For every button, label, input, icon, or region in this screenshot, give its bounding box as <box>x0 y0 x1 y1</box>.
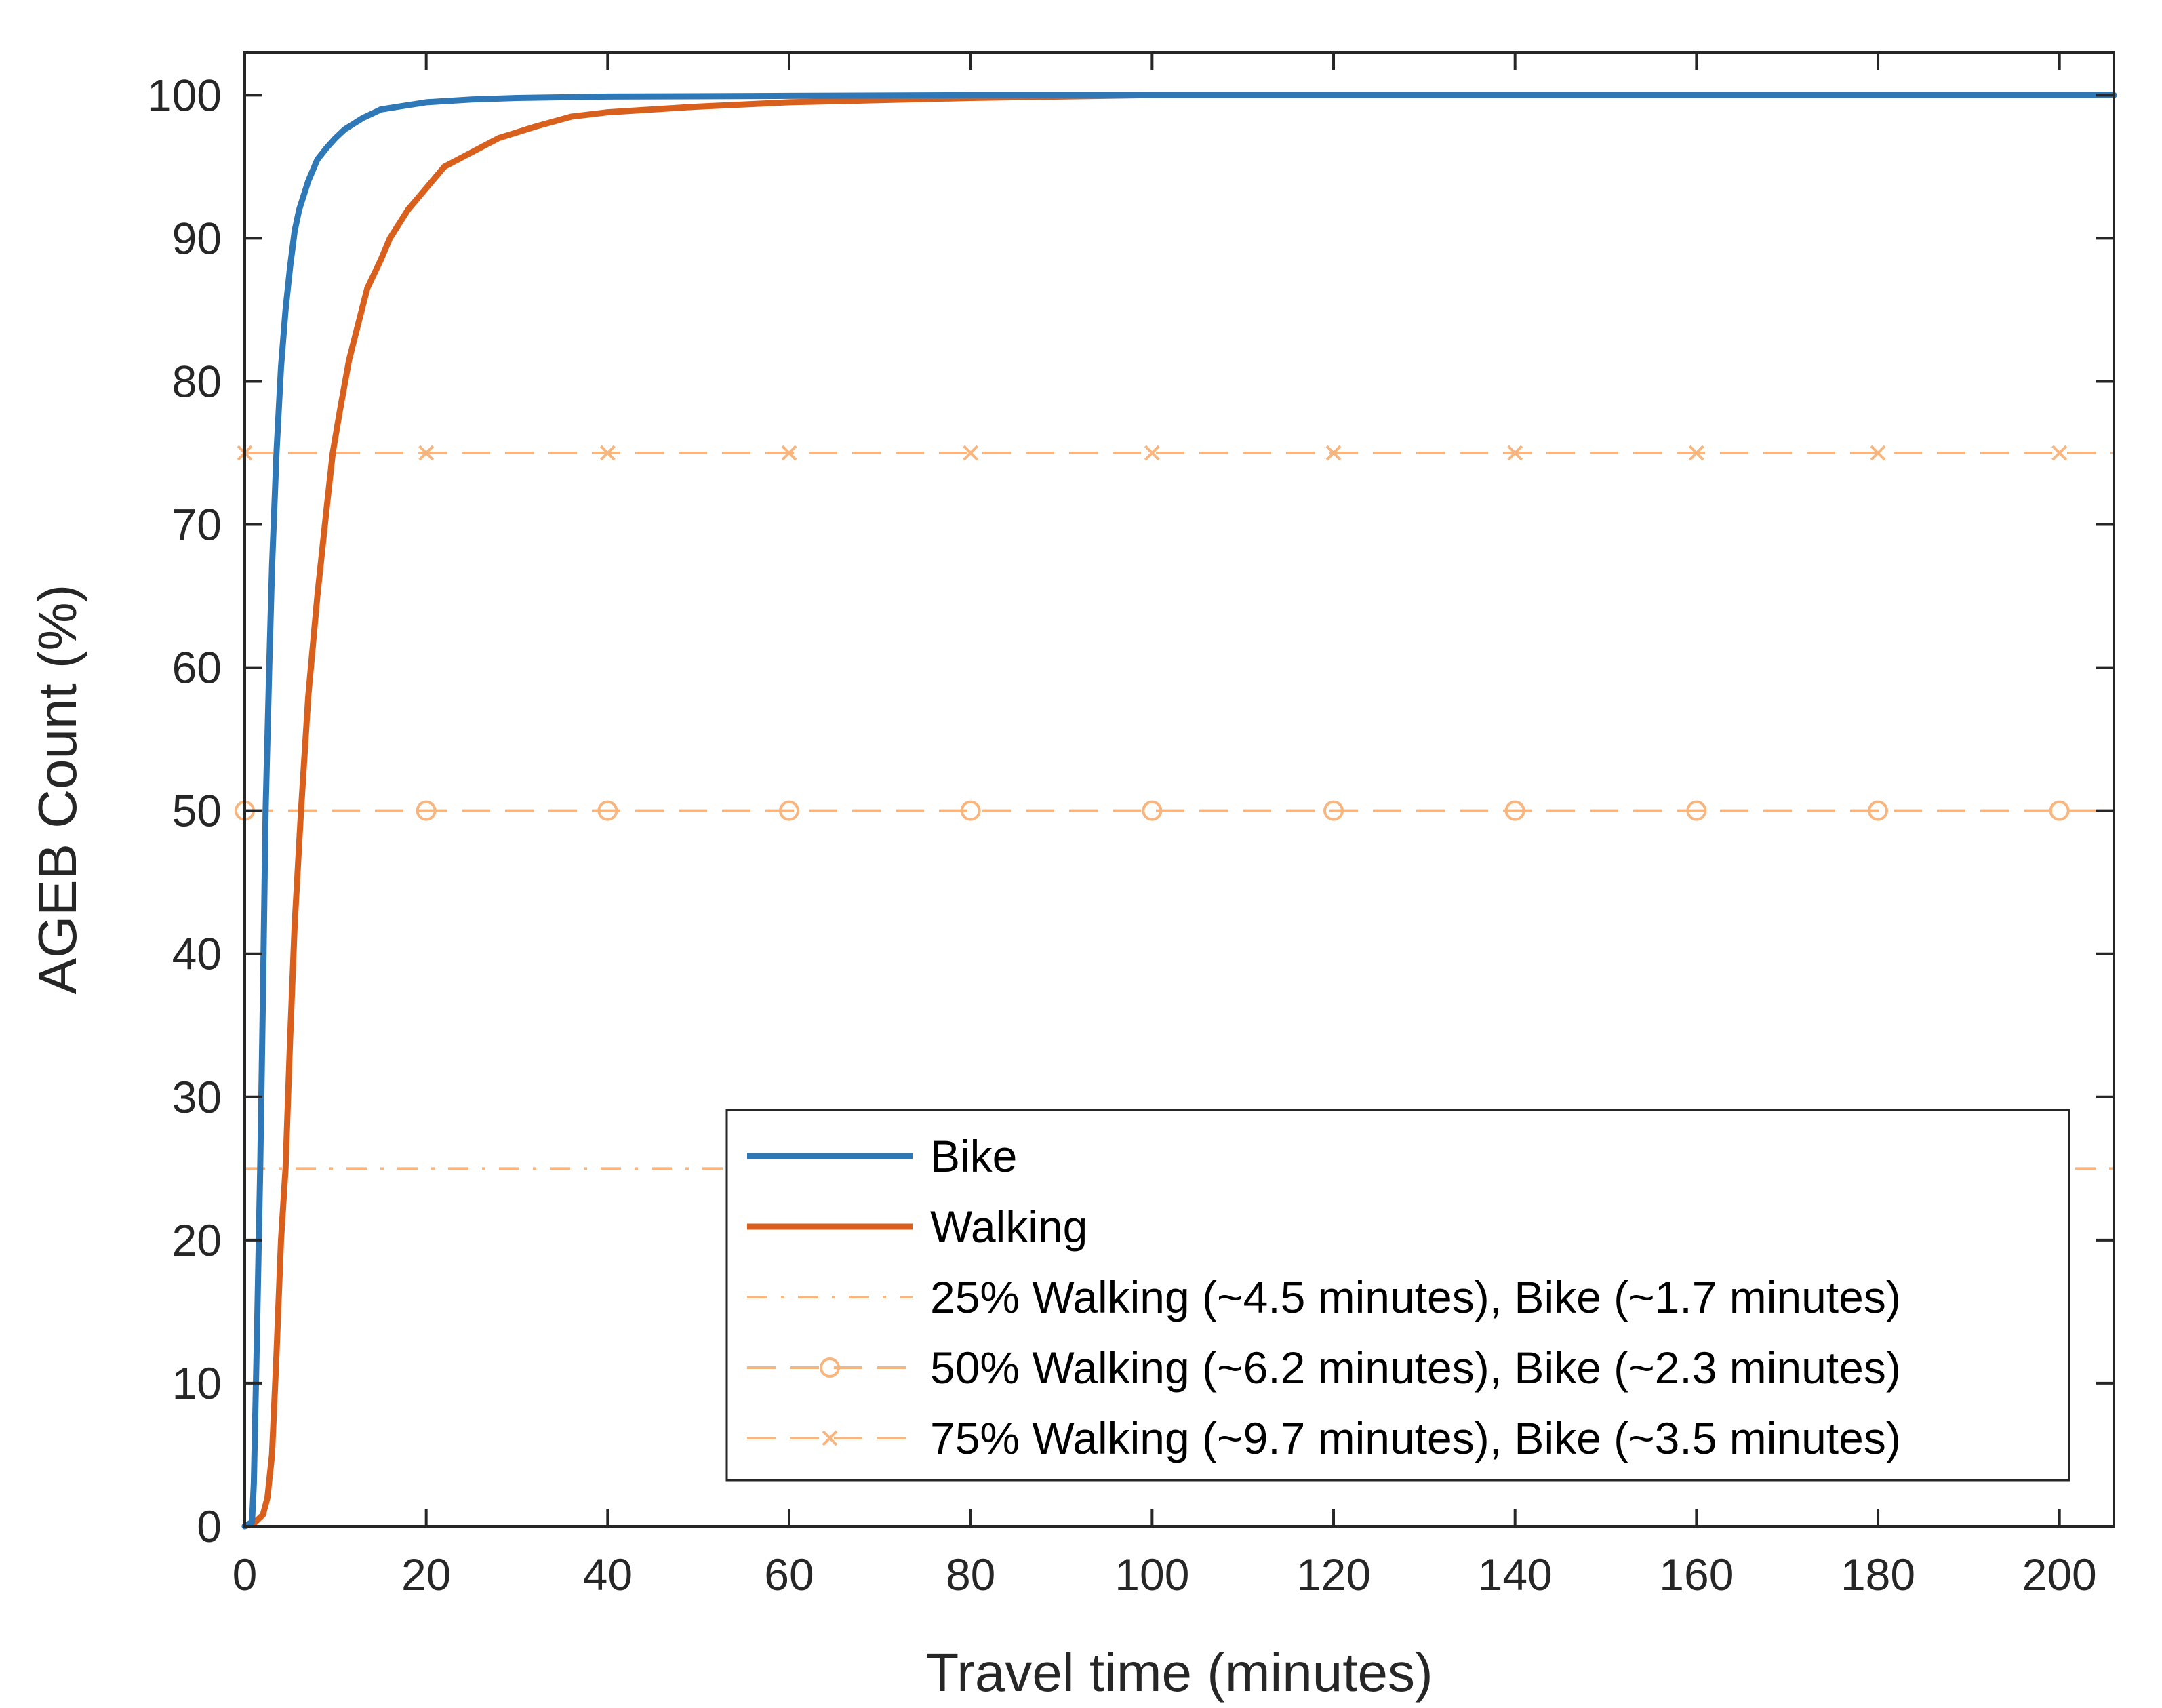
x-tick-label: 60 <box>764 1549 814 1600</box>
marker-x <box>1144 445 1160 461</box>
marker-x <box>1325 445 1342 461</box>
y-tick-label: 0 <box>197 1501 222 1551</box>
x-tick-label: 140 <box>1478 1549 1553 1600</box>
marker-circle <box>1686 800 1707 821</box>
y-tick-label: 30 <box>172 1072 222 1122</box>
y-tick-label: 90 <box>172 213 222 263</box>
marker-circle <box>1504 800 1525 821</box>
plot-area-frame <box>243 51 2115 1528</box>
marker-x <box>1688 445 1704 461</box>
marker-circle <box>960 800 981 821</box>
y-tick-label: 70 <box>172 500 222 550</box>
marker-circle <box>820 1357 840 1378</box>
y-axis-label: AGEB Count (%) <box>27 584 87 995</box>
x-tick-label: 0 <box>233 1549 258 1600</box>
marker-x <box>822 1430 838 1446</box>
marker-x <box>599 445 616 461</box>
x-tick-label: 80 <box>946 1549 995 1600</box>
x-axis-label: Travel time (minutes) <box>925 1642 1433 1703</box>
marker-x <box>781 445 797 461</box>
y-tick-label: 100 <box>147 70 222 120</box>
y-tick-label: 50 <box>172 786 222 836</box>
x-tick-label: 100 <box>1115 1549 1189 1600</box>
series-line-bike <box>241 92 2117 1530</box>
y-tick-label: 60 <box>172 643 222 693</box>
series-line-walking <box>241 92 2117 1530</box>
marker-circle <box>2049 800 2070 821</box>
marker-x <box>1507 445 1523 461</box>
marker-x <box>963 445 979 461</box>
axis-ticks: 0 20 40 60 80 100 120 140 160 180 200 0 10 20 30 40 50 60… <box>147 52 2114 1600</box>
legend-label: 25% Walking (~4.5 minutes), Bike (~1.7 m… <box>930 1272 1901 1322</box>
legend-label: Walking <box>930 1201 1087 1252</box>
x-tick-label: 180 <box>1841 1549 1915 1600</box>
x-tick-label: 40 <box>583 1549 633 1600</box>
legend: Bike Walking 25% Walking (~4.5 minutes), B… <box>725 1109 2070 1482</box>
y-tick-label: 10 <box>172 1358 222 1408</box>
x-tick-label: 20 <box>401 1549 451 1600</box>
marker-circle <box>1323 800 1344 821</box>
marker-circle <box>597 800 618 821</box>
x-tick-label: 120 <box>1296 1549 1371 1600</box>
x-tick-label: 200 <box>2022 1549 2097 1600</box>
y-tick-label: 40 <box>172 929 222 979</box>
marker-circle <box>1142 800 1163 821</box>
marker-circle <box>1868 800 1889 821</box>
marker-x <box>1870 445 1886 461</box>
y-tick-label: 20 <box>172 1215 222 1265</box>
marker-circle <box>416 800 437 821</box>
marker-x <box>418 445 435 461</box>
legend-label: Bike <box>930 1131 1017 1181</box>
legend-box <box>725 1109 2070 1482</box>
legend-label: 50% Walking (~6.2 minutes), Bike (~2.3 m… <box>930 1343 1901 1393</box>
y-tick-label: 80 <box>172 356 222 406</box>
marker-circle <box>779 800 800 821</box>
x-tick-label: 160 <box>1659 1549 1734 1600</box>
marker-x <box>2051 445 2068 461</box>
legend-label: 75% Walking (~9.7 minutes), Bike (~3.5 m… <box>930 1413 1901 1463</box>
data-series <box>241 92 2117 1530</box>
